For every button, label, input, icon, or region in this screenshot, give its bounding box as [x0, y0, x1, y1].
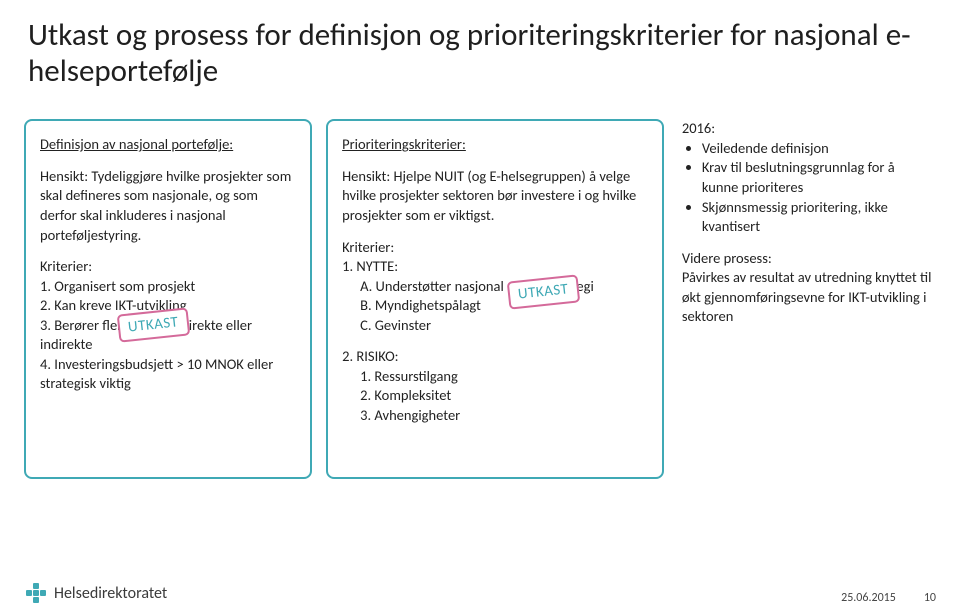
col1-heading: Definisjon av nasjonal portefølje:	[40, 135, 296, 155]
footer-right: 25.06.2015 10	[841, 591, 936, 605]
logo: Helsedirektoratet	[24, 581, 167, 605]
col1-k1: 1. Organisert som prosjekt	[40, 277, 296, 297]
col2-kriterier-label: Kriterier:	[342, 238, 648, 258]
col1-hensikt: Hensikt: Tydeliggjøre hvilke prosjekter …	[40, 167, 296, 245]
definition-box: Definisjon av nasjonal portefølje: Hensi…	[24, 119, 312, 479]
footer: Helsedirektoratet 25.06.2015 10	[24, 581, 936, 605]
col2-heading: Prioriteringskriterier:	[342, 135, 648, 155]
col3-year: 2016:	[682, 119, 932, 139]
col2-hensikt: Hensikt: Hjelpe NUIT (og E-helsegruppen)…	[342, 167, 648, 226]
col2-risiko-label: 2. RISIKO:	[342, 347, 648, 367]
page-title: Utkast og prosess for definisjon og prio…	[0, 0, 960, 99]
criteria-box: Prioriteringskriterier: Hensikt: Hjelpe …	[326, 119, 664, 479]
col2-nC: C. Gevinster	[342, 316, 648, 336]
col3-b2: Krav til beslutningsgrunnlag for å kunne…	[702, 158, 932, 197]
col3-videre-text: Påvirkes av resultat av utredning knytte…	[682, 268, 932, 327]
col3-bullets: Veiledende definisjon Krav til beslutnin…	[682, 139, 932, 237]
col2-r3: 3. Avhengigheter	[342, 406, 648, 426]
col1-kriterier-label: Kriterier:	[40, 257, 296, 277]
footer-date: 25.06.2015	[841, 591, 896, 605]
content-columns: Definisjon av nasjonal portefølje: Hensi…	[0, 99, 960, 479]
col2-r1: 1. Ressurstilgang	[342, 367, 648, 387]
col1-k4: 4. Investeringsbudsjett > 10 MNOK eller …	[40, 355, 296, 394]
footer-page: 10	[924, 591, 936, 605]
col3-b3: Skjønnsmessig prioritering, ikke kvantis…	[702, 198, 932, 237]
col2-nytte-label: 1. NYTTE:	[342, 257, 648, 277]
logo-icon	[24, 581, 48, 605]
col2-r2: 2. Kompleksitet	[342, 386, 648, 406]
col3-b1: Veiledende definisjon	[702, 139, 932, 159]
col3-videre-label: Videre prosess:	[682, 249, 932, 269]
logo-text: Helsedirektoratet	[54, 584, 167, 603]
col2-nB: B. Myndighetspålagt	[342, 296, 648, 316]
col2-nA: A. Understøtter nasjonal e-helsestrategi	[342, 277, 648, 297]
process-column: 2016: Veiledende definisjon Krav til bes…	[678, 119, 936, 479]
